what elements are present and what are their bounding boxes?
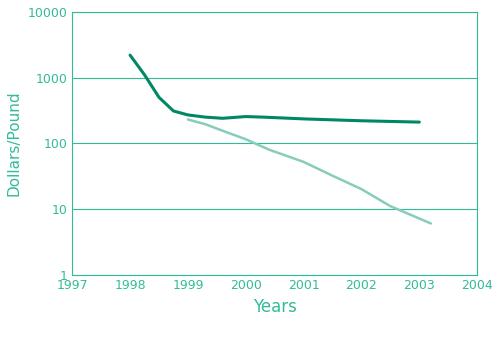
Precipitated bbox=[127, 53, 133, 57]
Line: Ball Milled: Ball Milled bbox=[188, 119, 431, 224]
Precipitated bbox=[170, 109, 176, 113]
Precipitated bbox=[243, 114, 249, 119]
X-axis label: Years: Years bbox=[253, 298, 296, 316]
Ball Milled bbox=[330, 174, 336, 178]
Ball Milled bbox=[266, 147, 272, 152]
Precipitated bbox=[300, 117, 306, 121]
Ball Milled bbox=[202, 122, 208, 126]
Ball Milled bbox=[358, 187, 364, 191]
Precipitated bbox=[142, 73, 148, 77]
Ball Milled bbox=[243, 137, 249, 142]
Y-axis label: Dollars/Pound: Dollars/Pound bbox=[7, 90, 22, 196]
Precipitated bbox=[156, 95, 162, 100]
Ball Milled bbox=[388, 204, 394, 208]
Precipitated bbox=[185, 113, 191, 117]
Ball Milled bbox=[185, 117, 191, 121]
Ball Milled bbox=[220, 128, 226, 133]
Precipitated bbox=[260, 115, 266, 119]
Line: Precipitated: Precipitated bbox=[130, 55, 420, 122]
Precipitated bbox=[202, 115, 208, 119]
Precipitated bbox=[416, 120, 422, 124]
Ball Milled bbox=[300, 160, 306, 164]
Ball Milled bbox=[428, 221, 434, 226]
Precipitated bbox=[358, 119, 364, 123]
Precipitated bbox=[220, 116, 226, 120]
